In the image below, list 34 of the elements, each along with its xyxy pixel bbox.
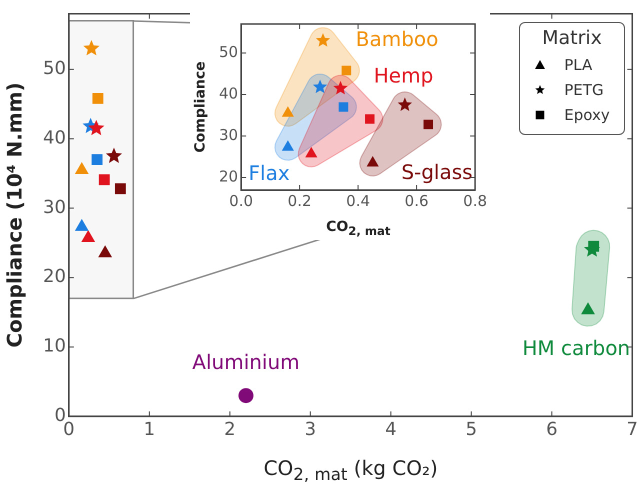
point xyxy=(98,246,112,258)
x-tick-label: 3 xyxy=(304,418,316,440)
annotation: Epoxy xyxy=(564,106,610,124)
point xyxy=(98,174,110,186)
y-tick-label: 20 xyxy=(43,266,66,288)
y-tick-label: 40 xyxy=(43,127,66,148)
x-tick-label: 4 xyxy=(385,418,397,440)
series-label: HM carbon xyxy=(522,336,630,360)
point xyxy=(83,40,100,56)
point xyxy=(75,219,88,231)
annotation: PETG xyxy=(564,81,604,100)
point xyxy=(581,302,595,314)
series-label: Aluminium xyxy=(192,350,300,374)
legend-title: Matrix xyxy=(541,26,603,49)
point xyxy=(92,93,104,104)
y-tick-label: 50 xyxy=(43,58,66,80)
x-tick-label: 6 xyxy=(546,418,558,440)
point xyxy=(92,154,103,166)
y-axis-title: Compliance (10⁴ N.mm) xyxy=(2,82,26,348)
x-tick-label: 5 xyxy=(466,418,478,440)
point xyxy=(75,162,88,174)
y-tick-label: 30 xyxy=(43,196,66,218)
point xyxy=(106,148,122,163)
y-tick-label: 0 xyxy=(54,405,66,426)
y-tick-label: 10 xyxy=(43,336,66,357)
point xyxy=(114,183,126,194)
x-tick-label: 1 xyxy=(144,418,156,440)
x-tick-label: 2 xyxy=(224,418,236,440)
point xyxy=(88,120,104,136)
point xyxy=(82,230,95,242)
x-tick-label: 7 xyxy=(626,418,638,440)
point xyxy=(238,388,254,404)
x-axis-title: CO$_{2, mat}$ (kg CO₂) xyxy=(264,456,438,484)
annotation: PLA xyxy=(564,56,592,74)
